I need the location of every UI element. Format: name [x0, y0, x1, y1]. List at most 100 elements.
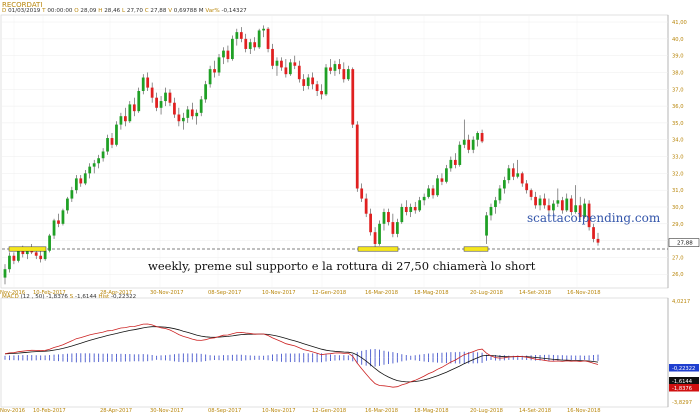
- candle-body-96[interactable]: [431, 188, 435, 196]
- candle-body-108[interactable]: [485, 215, 488, 236]
- candle-body-131[interactable]: [587, 203, 591, 228]
- candle-body-85[interactable]: [382, 212, 386, 224]
- candle-body-61[interactable]: [275, 60, 279, 66]
- candle-body-74[interactable]: [333, 64, 337, 71]
- candle-body-95[interactable]: [427, 188, 430, 197]
- candle-body-122[interactable]: [547, 205, 551, 211]
- candle-body-107[interactable]: [480, 133, 484, 142]
- candle-body-53[interactable]: [239, 32, 243, 39]
- candle-body-92[interactable]: [413, 206, 417, 211]
- candle-body-97[interactable]: [436, 178, 439, 196]
- candle-body-28[interactable]: [128, 104, 132, 122]
- candle-body-98[interactable]: [440, 178, 444, 182]
- candle-body-19[interactable]: [88, 166, 92, 174]
- candle-body-45[interactable]: [204, 84, 208, 100]
- candle-body-18[interactable]: [83, 173, 87, 184]
- candle-body-55[interactable]: [248, 42, 252, 49]
- candle-body-86[interactable]: [387, 212, 390, 223]
- candle-body-24[interactable]: [110, 138, 114, 145]
- candle-body-22[interactable]: [101, 151, 105, 159]
- candle-body-115[interactable]: [516, 173, 520, 177]
- candle-body-90[interactable]: [404, 206, 408, 213]
- candle-body-124[interactable]: [556, 200, 560, 204]
- candle-body-68[interactable]: [306, 77, 310, 86]
- candle-body-8[interactable]: [39, 255, 43, 260]
- candle-body-57[interactable]: [257, 30, 261, 48]
- candle-body-91[interactable]: [409, 206, 413, 213]
- candle-body-33[interactable]: [150, 87, 154, 98]
- candle-body-0[interactable]: [3, 269, 7, 278]
- candle-body-9[interactable]: [43, 250, 47, 260]
- candle-body-43[interactable]: [195, 112, 199, 117]
- candle-body-88[interactable]: [395, 222, 399, 234]
- candle-body-25[interactable]: [115, 124, 118, 145]
- candle-body-4[interactable]: [21, 250, 25, 255]
- candle-body-58[interactable]: [262, 28, 265, 31]
- candle-body-83[interactable]: [373, 232, 377, 244]
- candle-body-117[interactable]: [525, 183, 529, 191]
- candle-body-62[interactable]: [280, 60, 283, 68]
- candle-body-132[interactable]: [592, 227, 595, 239]
- candle-body-20[interactable]: [92, 163, 96, 167]
- candle-body-116[interactable]: [520, 173, 524, 184]
- candle-body-106[interactable]: [476, 133, 479, 140]
- candle-body-84[interactable]: [378, 223, 381, 244]
- candle-body-42[interactable]: [190, 109, 194, 117]
- candle-body-113[interactable]: [507, 168, 511, 181]
- candle-body-75[interactable]: [338, 64, 341, 70]
- candle-body-17[interactable]: [79, 178, 83, 184]
- candle-body-126[interactable]: [565, 198, 569, 211]
- candle-body-65[interactable]: [293, 62, 297, 66]
- candle-body-26[interactable]: [119, 116, 123, 125]
- candle-body-64[interactable]: [288, 62, 292, 75]
- candle-body-72[interactable]: [324, 67, 328, 95]
- candle-body-93[interactable]: [418, 200, 422, 211]
- candle-body-41[interactable]: [186, 109, 190, 118]
- candle-body-47[interactable]: [213, 69, 216, 73]
- candle-body-102[interactable]: [458, 144, 462, 165]
- candle-body-39[interactable]: [177, 114, 181, 122]
- candle-body-119[interactable]: [534, 196, 537, 206]
- candle-body-56[interactable]: [253, 42, 257, 48]
- candle-body-77[interactable]: [346, 69, 350, 80]
- candle-body-12[interactable]: [57, 220, 60, 224]
- candle-body-7[interactable]: [34, 252, 38, 256]
- candle-body-5[interactable]: [25, 249, 29, 255]
- candle-body-35[interactable]: [159, 101, 163, 108]
- candle-body-71[interactable]: [320, 90, 323, 95]
- candle-body-70[interactable]: [315, 84, 319, 91]
- candle-body-13[interactable]: [61, 210, 65, 224]
- candle-body-44[interactable]: [199, 99, 203, 113]
- candle-body-40[interactable]: [181, 117, 185, 122]
- candle-body-32[interactable]: [146, 77, 150, 88]
- candle-body-37[interactable]: [168, 92, 172, 103]
- candle-body-31[interactable]: [141, 77, 145, 91]
- candle-body-114[interactable]: [511, 168, 515, 177]
- candle-body-110[interactable]: [494, 200, 497, 207]
- candle-body-94[interactable]: [422, 196, 426, 201]
- candle-body-59[interactable]: [266, 28, 270, 49]
- candle-body-73[interactable]: [329, 67, 332, 71]
- candle-body-48[interactable]: [217, 57, 221, 73]
- candle-body-36[interactable]: [164, 92, 167, 102]
- candle-body-112[interactable]: [502, 180, 506, 189]
- candle-body-111[interactable]: [498, 188, 502, 201]
- candle-body-52[interactable]: [235, 32, 239, 39]
- candle-body-14[interactable]: [66, 198, 69, 211]
- candle-body-23[interactable]: [106, 138, 109, 152]
- candle-body-101[interactable]: [453, 159, 457, 165]
- candle-body-81[interactable]: [364, 198, 368, 214]
- candle-body-46[interactable]: [208, 69, 212, 85]
- candle-body-89[interactable]: [400, 206, 404, 223]
- candle-body-30[interactable]: [137, 90, 141, 112]
- candle-body-27[interactable]: [124, 116, 127, 122]
- candle-body-50[interactable]: [226, 50, 230, 60]
- candle-body-63[interactable]: [284, 67, 288, 75]
- candle-body-129[interactable]: [578, 205, 582, 218]
- candle-body-34[interactable]: [155, 97, 158, 108]
- candle-body-87[interactable]: [391, 222, 395, 234]
- candle-body-118[interactable]: [529, 190, 533, 197]
- candle-body-130[interactable]: [583, 203, 587, 218]
- candle-body-82[interactable]: [369, 213, 372, 233]
- candle-body-99[interactable]: [445, 168, 448, 182]
